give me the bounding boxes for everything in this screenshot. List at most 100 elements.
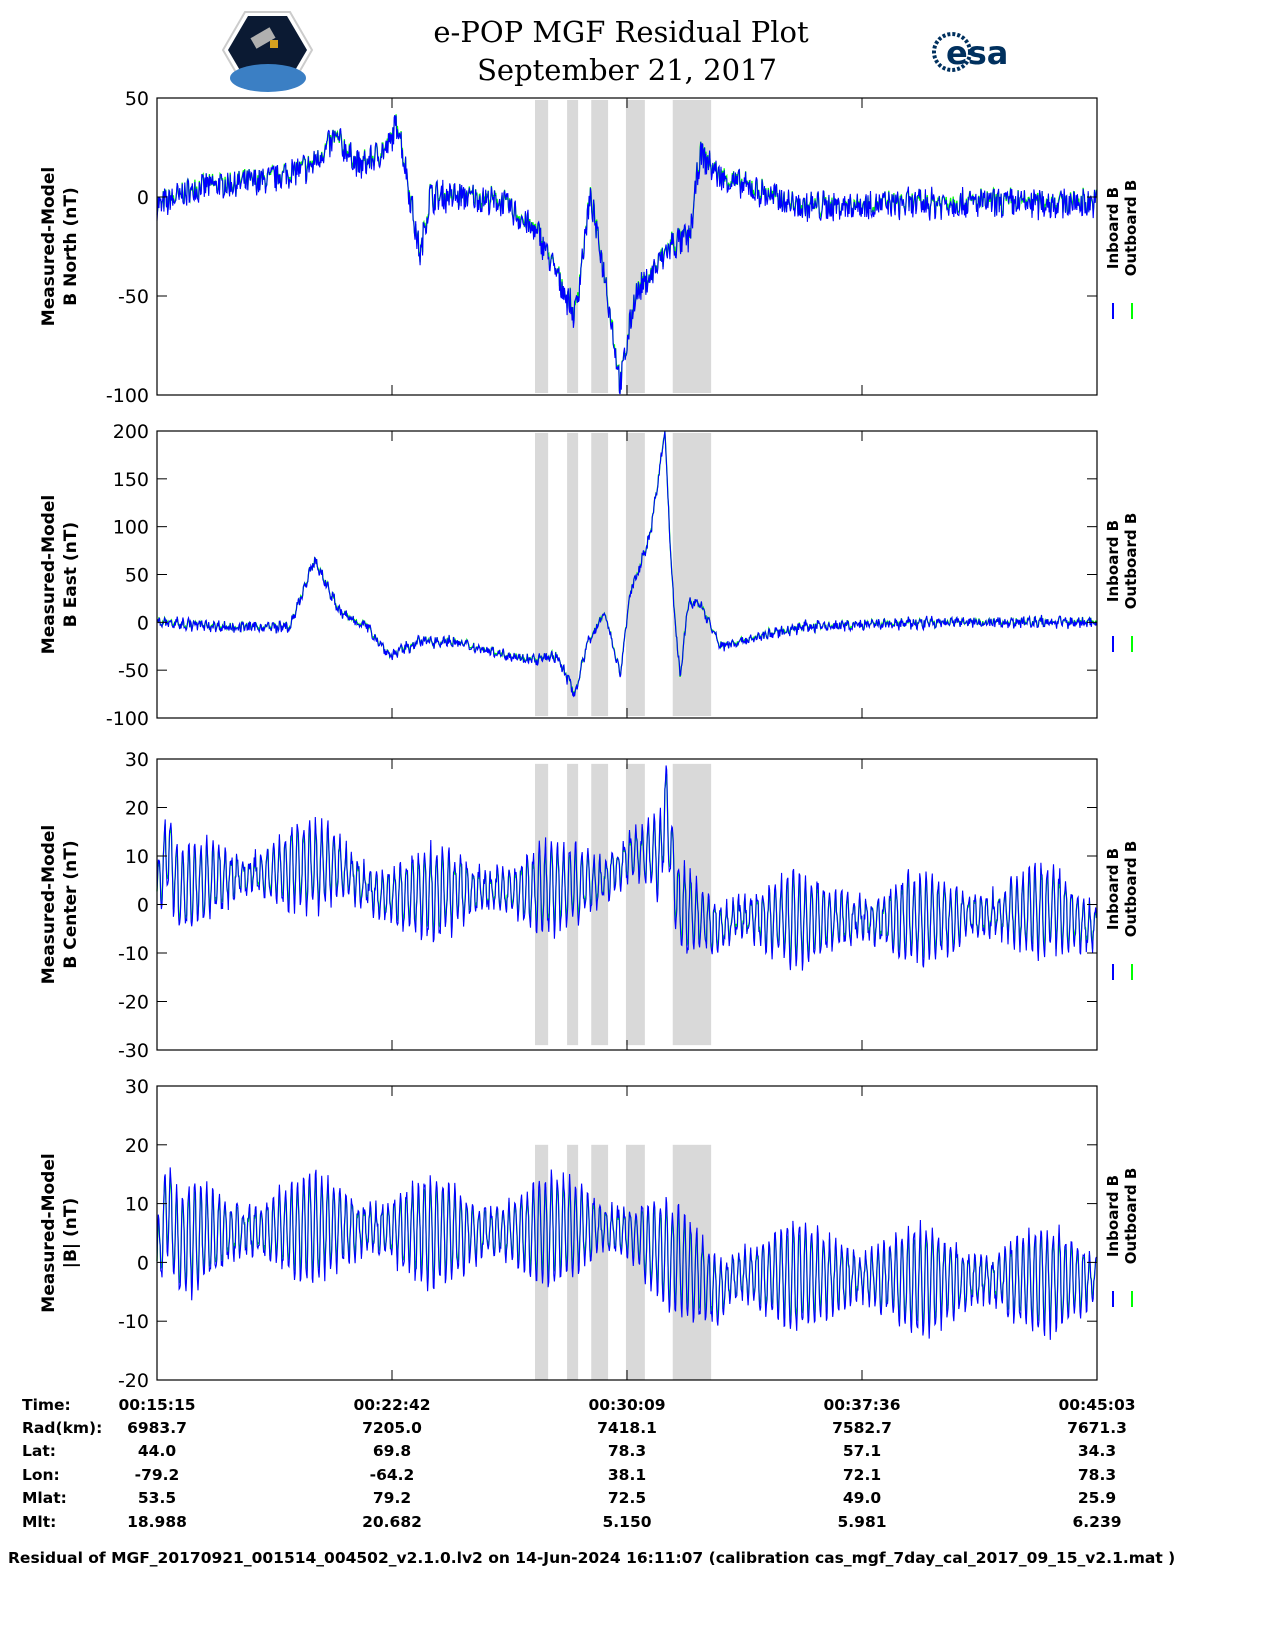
y-tick-label: -20	[118, 1370, 149, 1392]
table-cell: 79.2	[373, 1489, 411, 1507]
table-cell: 20.682	[362, 1513, 422, 1531]
legend: Inboard B Outboard B	[1104, 180, 1140, 319]
gray-band	[567, 99, 579, 394]
table-cell: 38.1	[608, 1466, 646, 1484]
panel-2: 200 150 100 50 0 -50 -100 Measured-Model B East …	[39, 421, 1140, 730]
table-row-label: Mlat:	[22, 1489, 67, 1507]
legend-inboard-label: Inboard B	[1104, 520, 1122, 602]
y-tick-label: 0	[137, 612, 149, 634]
y-axis-label-line-1: Measured-Model	[39, 167, 59, 326]
y-tick-label: 0	[137, 1252, 149, 1274]
inboard-b-series	[156, 431, 1097, 698]
y-axis-label-line-2: |B| (nT)	[61, 1198, 81, 1269]
y-tick-label: 50	[125, 565, 149, 587]
legend: Inboard B Outboard B	[1104, 1168, 1140, 1307]
table-row-label: Rad(km):	[22, 1419, 102, 1437]
y-tick-label: 30	[125, 1076, 149, 1098]
legend-outboard-label: Outboard B	[1122, 180, 1140, 277]
table-cell: -79.2	[135, 1466, 180, 1484]
table-cell: 72.5	[608, 1489, 646, 1507]
y-tick-label: 50	[125, 88, 149, 110]
table-cell: 18.988	[127, 1513, 187, 1531]
legend-inboard-label: Inboard B	[1104, 848, 1122, 930]
table-cell: 49.0	[843, 1489, 881, 1507]
orbit-info-table: Time: Rad(km): Lat: Lon: Mlat: Mlt: 00:15:15 69…	[22, 1396, 1136, 1531]
gray-band	[672, 99, 712, 394]
table-cell: 53.5	[138, 1489, 176, 1507]
y-axis-label-line-2: B East (nT)	[61, 522, 81, 627]
inboard-b-series	[156, 115, 1097, 395]
footer-caption: Residual of MGF_20170921_001514_004502_v…	[8, 1549, 1175, 1567]
table-cell: -64.2	[370, 1466, 415, 1484]
x-tick-label: 00:37:36	[823, 1396, 900, 1414]
gray-band	[591, 1144, 609, 1380]
gray-band	[567, 432, 579, 717]
y-tick-label: 20	[125, 1135, 149, 1157]
legend: Inboard B Outboard B	[1104, 841, 1140, 980]
y-tick-label: 30	[125, 749, 149, 771]
y-tick-label: -50	[118, 660, 149, 682]
y-axis-label-line-1: Measured-Model	[39, 1153, 59, 1312]
x-tick-label: 00:22:42	[353, 1396, 430, 1414]
gray-band	[625, 763, 645, 1046]
gray-band	[625, 1144, 645, 1380]
y-tick-label: 200	[113, 421, 149, 443]
table-cell: 25.9	[1078, 1489, 1116, 1507]
legend-outboard-label: Outboard B	[1122, 841, 1140, 938]
legend-inboard-label: Inboard B	[1104, 187, 1122, 269]
legend: Inboard B Outboard B	[1104, 513, 1140, 652]
gray-band	[672, 432, 712, 717]
y-tick-label: -10	[118, 943, 149, 965]
gray-band	[625, 99, 645, 394]
table-row-label: Lat:	[22, 1442, 56, 1460]
y-tick-label: 10	[125, 1194, 149, 1216]
y-tick-label: 10	[125, 846, 149, 868]
table-cell: 7582.7	[832, 1419, 892, 1437]
y-axis-label-line-2: B North (nT)	[61, 187, 81, 306]
y-tick-label: 0	[137, 187, 149, 209]
table-cell: 6983.7	[127, 1419, 187, 1437]
svg-text:esa: esa	[946, 34, 1008, 72]
table-row-label: Lon:	[22, 1466, 60, 1484]
x-tick-label: 00:15:15	[118, 1396, 195, 1414]
x-tick-label: 00:30:09	[588, 1396, 665, 1414]
panel-4: 30 20 10 0 -10 -20 Measured-Model |B| (nT) Inboa…	[39, 1076, 1140, 1392]
y-axis-label-line-1: Measured-Model	[39, 825, 59, 984]
y-tick-label: 0	[137, 895, 149, 917]
y-tick-label: 150	[113, 469, 149, 491]
y-tick-label: -30	[118, 1040, 149, 1062]
gray-band	[591, 432, 609, 717]
cassiope-logo	[221, 11, 314, 92]
y-tick-label: -20	[118, 992, 149, 1014]
esa-logo: esa	[932, 32, 1008, 72]
legend-outboard-label: Outboard B	[1122, 513, 1140, 610]
title-line-2: September 21, 2017	[477, 53, 777, 87]
inboard-b-series	[156, 1167, 1097, 1340]
y-axis-label-line-1: Measured-Model	[39, 495, 59, 654]
gray-band	[591, 763, 609, 1046]
panel-1: 50 0 -50 -100 Measured-Model B North (nT) Inbo…	[39, 88, 1140, 407]
x-tick-label: 00:45:03	[1058, 1396, 1135, 1414]
table-cell: 7671.3	[1067, 1419, 1127, 1437]
table-cell: 7418.1	[597, 1419, 657, 1437]
table-cell: 78.3	[1078, 1466, 1116, 1484]
legend-outboard-label: Outboard B	[1122, 1168, 1140, 1265]
y-tick-label: -50	[118, 286, 149, 308]
y-tick-label: -100	[106, 385, 149, 407]
y-tick-label: -10	[118, 1311, 149, 1333]
gray-band	[534, 432, 549, 717]
y-tick-label: 100	[113, 517, 149, 539]
y-tick-label: 20	[125, 798, 149, 820]
table-cell: 72.1	[843, 1466, 881, 1484]
inboard-b-series	[156, 765, 1097, 971]
y-axis-label-line-2: B Center (nT)	[61, 840, 81, 968]
panel-3: 30 20 10 0 -10 -20 -30 Measured-Model B Center (…	[39, 749, 1140, 1062]
table-cell: 69.8	[373, 1442, 411, 1460]
table-cell: 7205.0	[362, 1419, 422, 1437]
title-line-1: e-POP MGF Residual Plot	[433, 15, 809, 49]
table-cell: 78.3	[608, 1442, 646, 1460]
table-cell: 44.0	[138, 1442, 176, 1460]
y-tick-label: -100	[106, 708, 149, 730]
table-cell: 6.239	[1072, 1513, 1121, 1531]
